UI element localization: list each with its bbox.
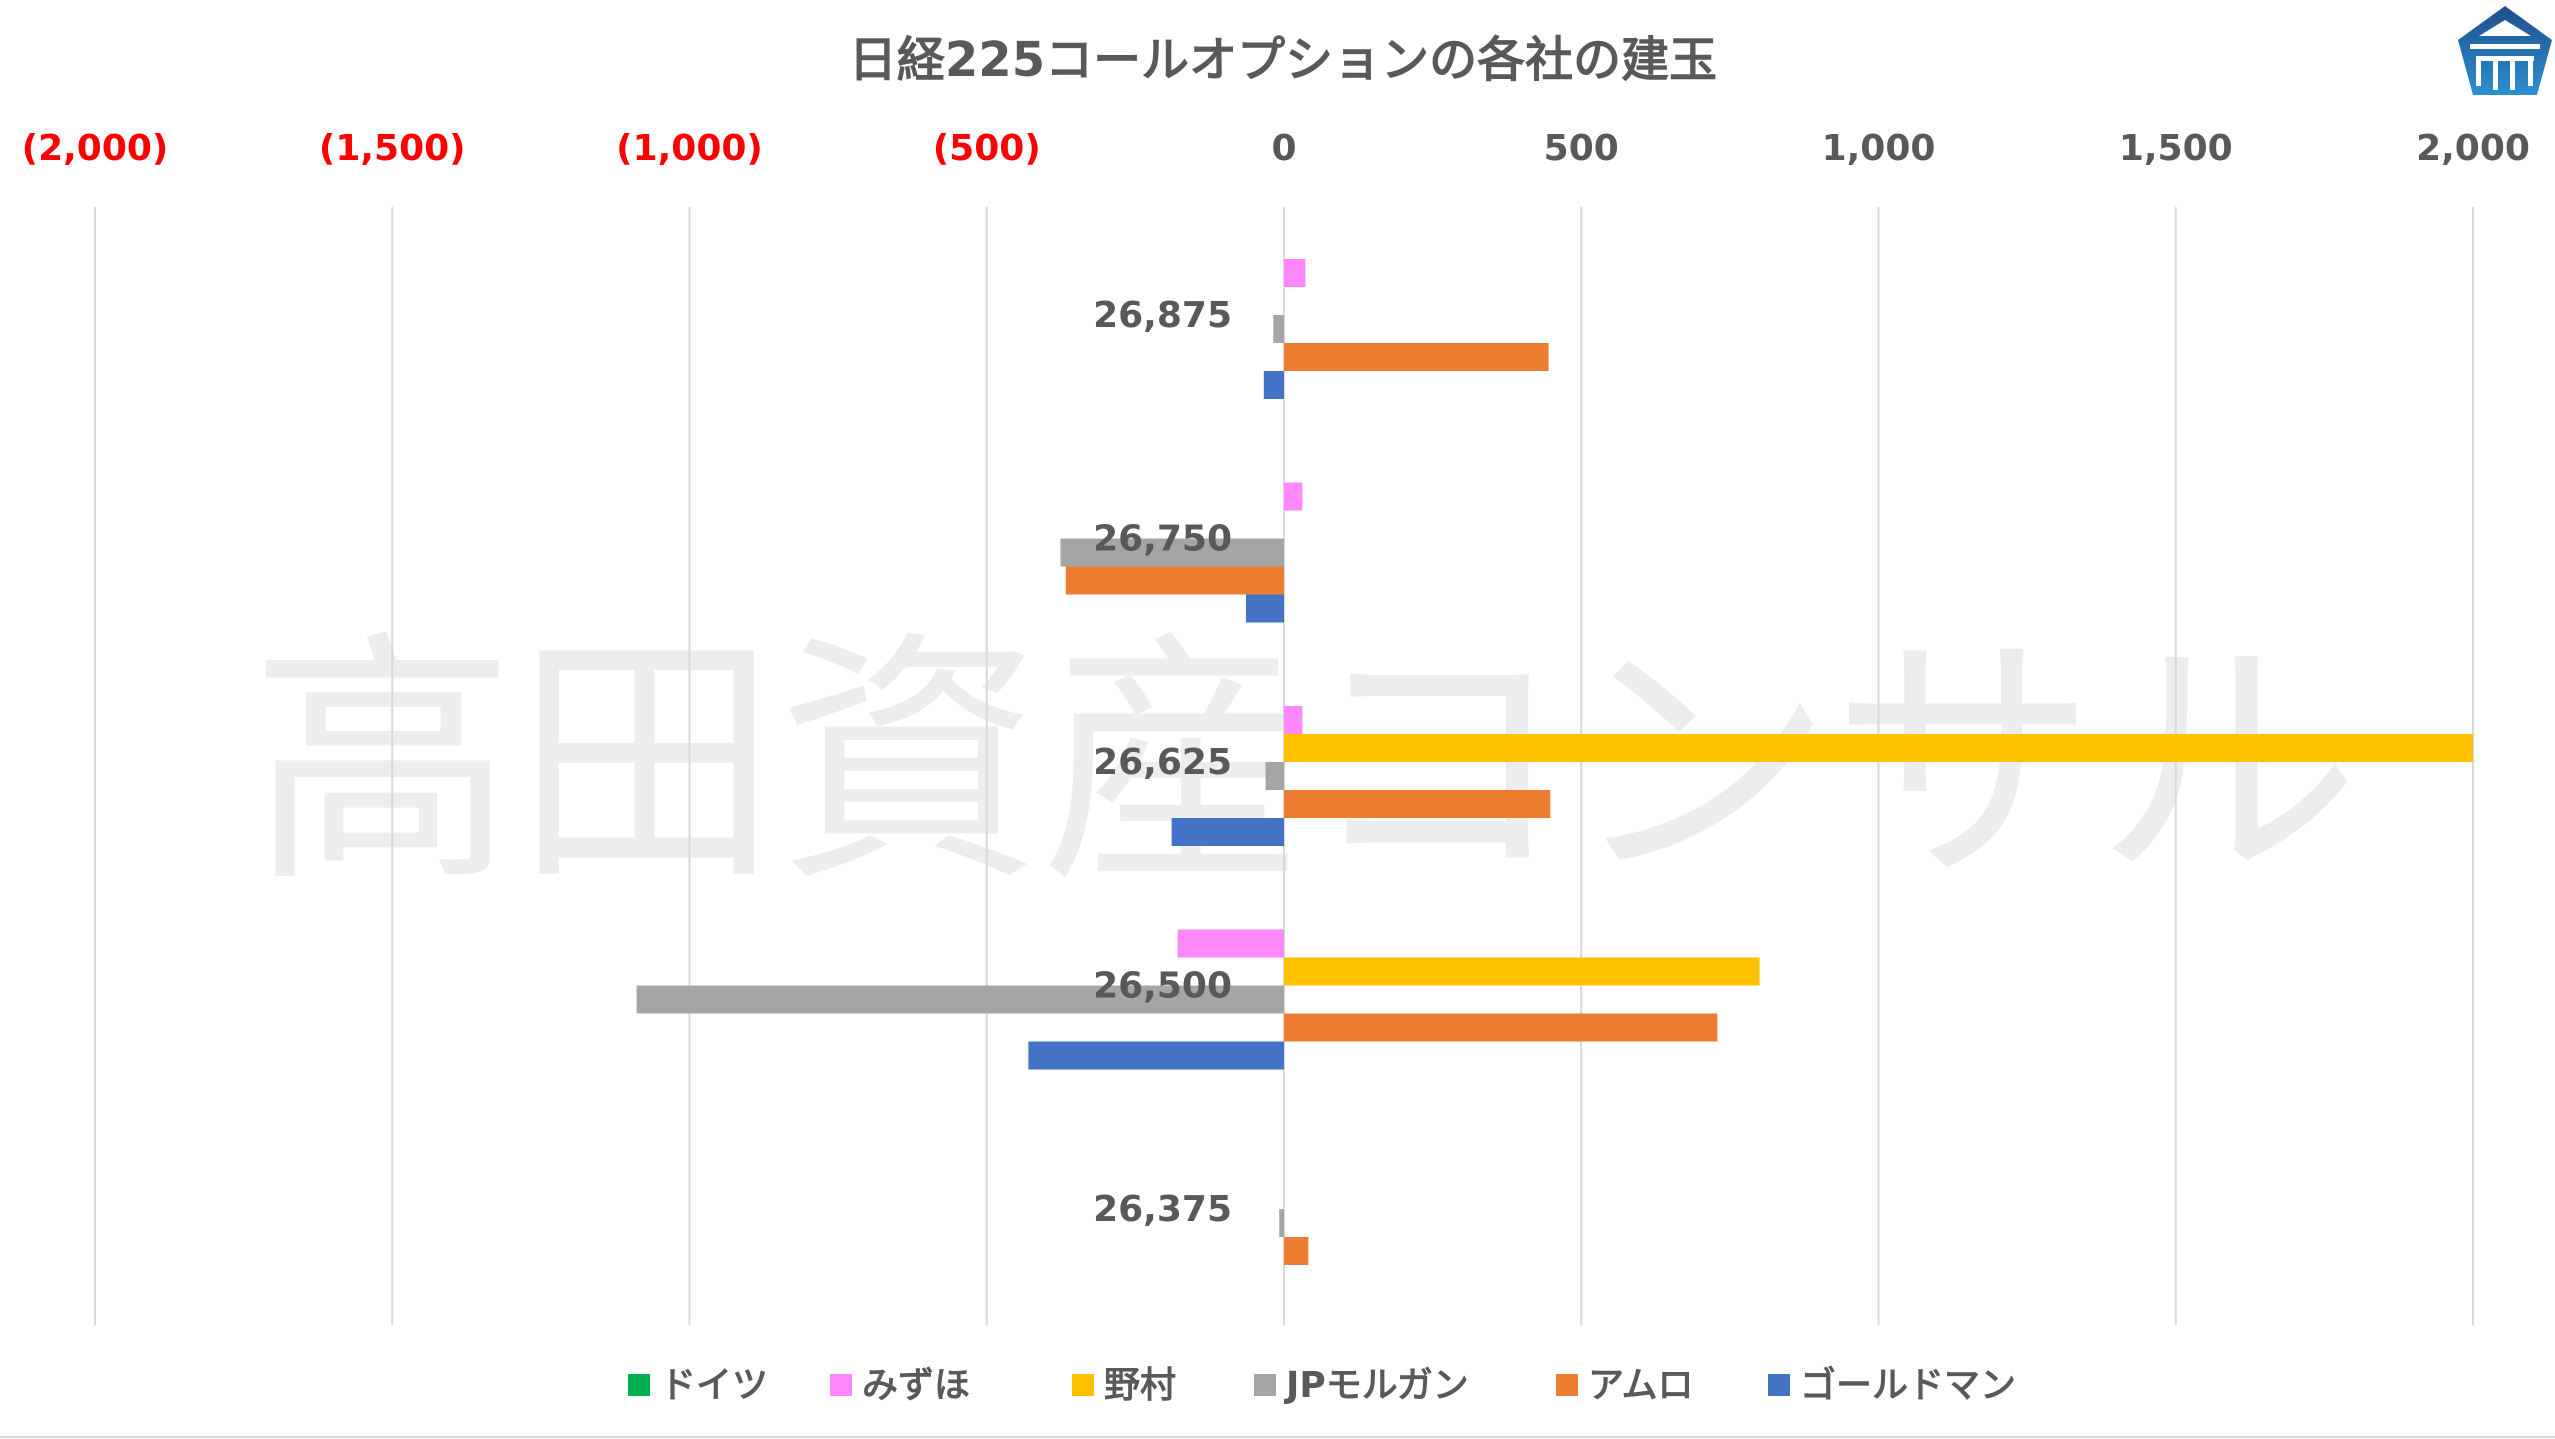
- legend-item[interactable]: JPモルガン: [1254, 1365, 1469, 1406]
- bar: [1284, 1013, 1718, 1042]
- bar: [1284, 706, 1303, 734]
- bar: [1284, 1237, 1309, 1265]
- legend-swatch: [1556, 1374, 1578, 1396]
- x-tick-label: (1,500): [319, 128, 466, 169]
- legend: ドイツ みずほ 野村 JPモルガン アムロ ゴールドマン: [628, 1364, 2016, 1406]
- legend-label: ドイツ: [660, 1365, 768, 1406]
- chart-title: 日経225コールオプションの各社の建玉: [849, 32, 1717, 88]
- category-label: 26,750: [1093, 519, 1232, 560]
- bar: [1177, 929, 1284, 958]
- x-tick-label: 1,500: [2119, 128, 2233, 169]
- company-logo: [2458, 6, 2552, 95]
- legend-item[interactable]: アムロ: [1556, 1365, 1693, 1406]
- x-axis-ticks: (2,000) (1,500) (1,000) (500) 0 500 1,000 1,500…: [22, 128, 2530, 169]
- bar: [1263, 371, 1284, 399]
- x-tick-label: (1,000): [616, 128, 763, 169]
- category-label: 26,375: [1093, 1189, 1232, 1230]
- legend-item[interactable]: 野村: [1072, 1365, 1176, 1406]
- bar: [1273, 315, 1284, 343]
- legend-item[interactable]: みずほ: [830, 1365, 970, 1406]
- legend-swatch: [628, 1374, 650, 1396]
- x-tick-label: (2,000): [22, 128, 169, 169]
- bar: [1284, 957, 1760, 986]
- legend-label: アムロ: [1588, 1365, 1693, 1406]
- bar: [1284, 343, 1549, 371]
- bar: [1284, 482, 1303, 511]
- bar: [1284, 734, 2473, 762]
- x-tick-label: 500: [1544, 128, 1619, 169]
- bar: [1279, 1209, 1284, 1237]
- bar: [1265, 762, 1284, 790]
- category-label: 26,500: [1093, 966, 1232, 1007]
- legend-swatch: [1072, 1374, 1094, 1396]
- legend-label: 野村: [1104, 1365, 1176, 1406]
- bar: [1284, 790, 1551, 818]
- bar: [1028, 1041, 1284, 1070]
- legend-item[interactable]: ドイツ: [628, 1365, 768, 1406]
- legend-item[interactable]: ゴールドマン: [1768, 1364, 2016, 1406]
- bar: [636, 985, 1284, 1014]
- bar: [1171, 818, 1284, 846]
- x-tick-label: (500): [933, 128, 1041, 169]
- bar: [1245, 594, 1284, 623]
- x-tick-label: 1,000: [1822, 128, 1936, 169]
- bars: [636, 259, 2473, 1265]
- bar: [1065, 566, 1284, 595]
- legend-swatch: [1254, 1374, 1276, 1396]
- legend-swatch: [1768, 1374, 1790, 1396]
- category-label: 26,625: [1093, 742, 1232, 783]
- bar: [1060, 538, 1284, 567]
- category-labels: 26,875 26,750 26,625 26,500 26,375: [1093, 295, 1232, 1230]
- legend-label: ゴールドマン: [1800, 1364, 2016, 1406]
- category-label: 26,875: [1093, 295, 1232, 336]
- watermark: 高田資産コンサル: [250, 610, 2360, 918]
- legend-label: JPモルガン: [1283, 1365, 1469, 1406]
- legend-swatch: [830, 1374, 852, 1396]
- x-tick-label: 2,000: [2416, 128, 2530, 169]
- bar: [1284, 259, 1306, 287]
- x-tick-label: 0: [1271, 128, 1296, 169]
- legend-label: みずほ: [862, 1365, 970, 1406]
